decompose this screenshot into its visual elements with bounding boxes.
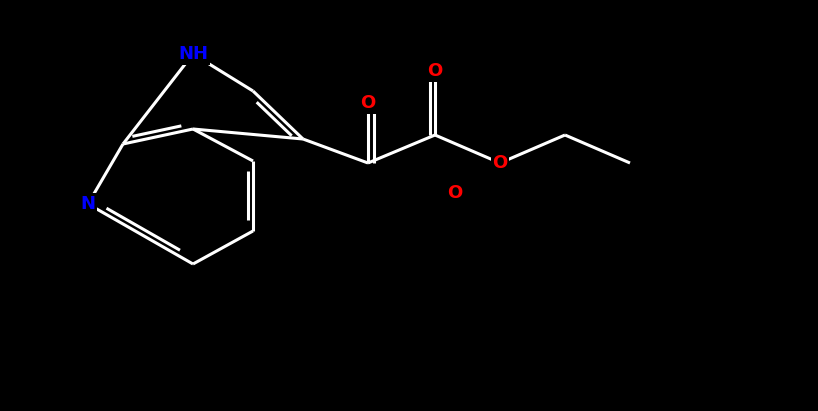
Text: O: O [427, 62, 443, 80]
Text: N: N [80, 195, 96, 213]
Text: NH: NH [178, 45, 208, 63]
Text: O: O [492, 154, 508, 172]
Text: O: O [361, 94, 375, 112]
Text: O: O [447, 184, 463, 202]
